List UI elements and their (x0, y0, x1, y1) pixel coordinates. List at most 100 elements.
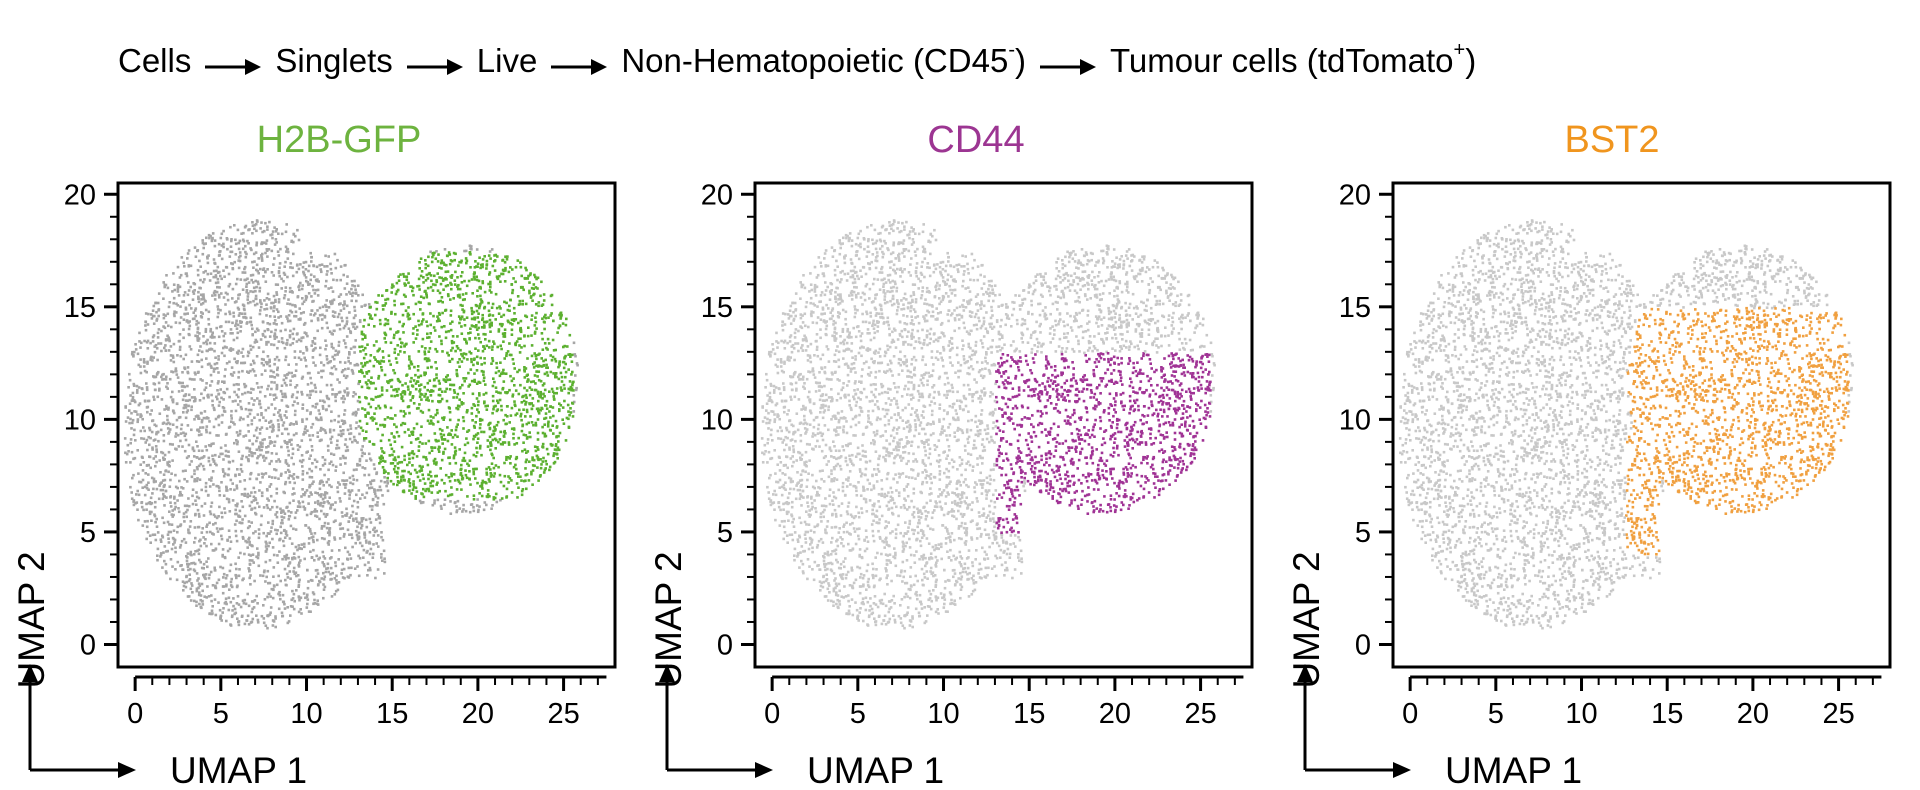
cell-point (322, 583, 325, 586)
cell-point (256, 397, 259, 400)
highlighted-cell-point (454, 279, 457, 282)
cell-point (143, 361, 146, 364)
cell-point (278, 298, 281, 301)
highlighted-cell-point (481, 495, 484, 498)
cell-point (330, 441, 333, 444)
highlighted-cell-point (563, 422, 566, 425)
cell-point (200, 412, 203, 415)
cell-point (163, 440, 166, 443)
cell-point (251, 501, 254, 504)
cell-point (248, 541, 251, 544)
highlighted-cell-point (362, 349, 365, 352)
highlighted-cell-point (437, 260, 440, 263)
highlighted-cell-point (393, 337, 396, 340)
cell-point (301, 543, 304, 546)
highlighted-cell-point (415, 303, 418, 306)
highlighted-cell-point (511, 333, 514, 336)
cell-point (346, 282, 349, 285)
cell-point (282, 510, 285, 513)
highlighted-cell-point (402, 273, 405, 276)
cell-point (339, 500, 342, 503)
highlighted-cell-point (435, 483, 438, 486)
cell-point (218, 543, 221, 546)
highlighted-cell-point (509, 375, 512, 378)
cell-point (290, 372, 293, 375)
cell-point (283, 297, 286, 300)
cell-point (366, 574, 369, 577)
highlighted-cell-point (425, 442, 428, 445)
cell-point (351, 489, 354, 492)
highlighted-cell-point (462, 392, 465, 395)
highlighted-cell-point (396, 394, 399, 397)
cell-point (246, 546, 249, 549)
highlighted-cell-point (436, 409, 439, 412)
highlighted-cell-point (502, 387, 505, 390)
cell-point (336, 393, 339, 396)
highlighted-cell-point (519, 303, 522, 306)
cell-point (197, 249, 200, 252)
cell-point (379, 522, 382, 525)
cell-point (250, 274, 253, 277)
cell-point (190, 554, 193, 557)
cell-point (339, 528, 342, 531)
highlighted-cell-point (491, 348, 494, 351)
highlighted-cell-point (512, 433, 515, 436)
cell-point (280, 522, 283, 525)
highlighted-cell-point (570, 411, 573, 414)
cell-point (191, 476, 194, 479)
highlighted-cell-point (467, 442, 470, 445)
cell-point (277, 458, 280, 461)
cell-point (343, 577, 346, 580)
cell-point (444, 248, 447, 251)
cell-point (289, 570, 292, 573)
highlighted-cell-point (545, 364, 548, 367)
highlighted-cell-point (511, 407, 514, 410)
cell-point (193, 388, 196, 391)
cell-point (130, 438, 133, 441)
highlighted-cell-point (486, 260, 489, 263)
cell-point (246, 289, 249, 292)
cell-point (288, 372, 291, 375)
cell-point (269, 335, 272, 338)
cell-point (308, 434, 311, 437)
highlighted-cell-point (364, 414, 367, 417)
cell-point (250, 348, 253, 351)
cell-point (129, 379, 132, 382)
highlighted-cell-point (469, 483, 472, 486)
cell-point (196, 588, 199, 591)
highlighted-cell-point (438, 266, 441, 269)
cell-point (383, 572, 386, 575)
cell-point (217, 371, 220, 374)
cell-point (209, 342, 212, 345)
cell-point (266, 225, 269, 228)
highlighted-cell-point (521, 396, 524, 399)
highlighted-cell-point (459, 349, 462, 352)
cell-point (148, 444, 151, 447)
highlighted-cell-point (402, 331, 405, 334)
cell-point (266, 308, 269, 311)
highlighted-cell-point (556, 453, 559, 456)
cell-point (287, 298, 290, 301)
cell-point (355, 421, 358, 424)
cell-point (205, 560, 208, 563)
highlighted-cell-point (400, 480, 403, 483)
cell-point (282, 540, 285, 543)
highlighted-cell-point (495, 372, 498, 375)
highlighted-cell-point (567, 392, 570, 395)
highlighted-cell-point (367, 324, 370, 327)
cell-point (298, 239, 301, 242)
highlighted-cell-point (441, 390, 444, 393)
cell-point (144, 520, 147, 523)
cell-point (272, 274, 275, 277)
cell-point (210, 476, 213, 479)
highlighted-cell-point (433, 378, 436, 381)
highlighted-cell-point (423, 395, 426, 398)
cell-point (284, 483, 287, 486)
highlighted-cell-point (456, 435, 459, 438)
cell-point (299, 460, 302, 463)
cell-point (177, 526, 180, 529)
highlighted-cell-point (559, 432, 562, 435)
cell-point (317, 435, 320, 438)
cell-point (222, 592, 225, 595)
highlighted-cell-point (552, 320, 555, 323)
